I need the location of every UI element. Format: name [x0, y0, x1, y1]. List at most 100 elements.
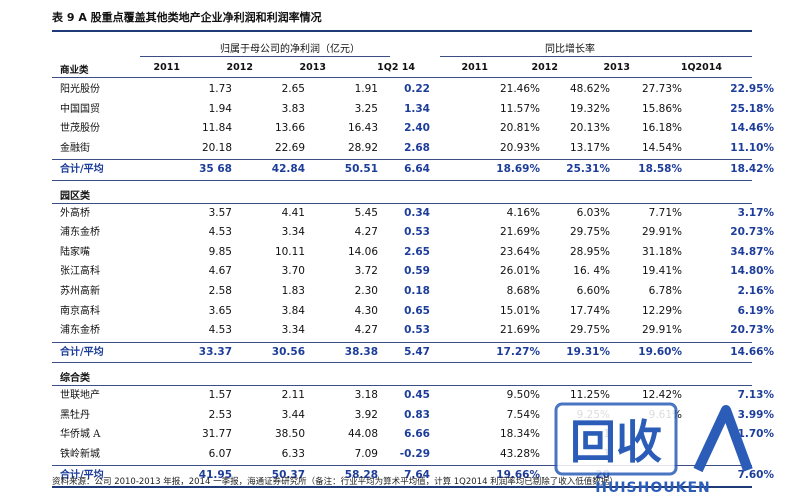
table-cell: 3.99% [737, 408, 774, 421]
table-cell: 15.01% [499, 304, 540, 317]
total-label: 合计/平均 [60, 470, 104, 482]
table-cell: 7.71% [648, 206, 682, 219]
column-header-1q2014-growth: 1Q2014 [680, 62, 722, 73]
table-cell: 9.50% [506, 389, 540, 401]
table-cell: 19.31% [566, 345, 610, 358]
table-row: 苏州高新 2.58 1.83 2.30 0.18 8.68% 6.60% 6.78% 2.16% [52, 282, 774, 301]
table-cell: 18.69% [496, 163, 540, 176]
table-cell: 6.33 [281, 447, 305, 460]
table-cell: 0.53 [404, 324, 430, 337]
table-cell: 35 68 [199, 163, 232, 176]
table-cell: 43.28% [499, 447, 540, 460]
company-name: 浦东金桥 [60, 227, 100, 239]
table-cell: 22.69 [274, 141, 305, 154]
table-row: 世茂股份 11.84 13.66 16.43 2.40 20.81% 20.13% 16.18… [52, 119, 774, 138]
table-cell: 48.62% [569, 83, 610, 95]
table-cell: 2.58 [208, 285, 232, 297]
company-name: 张江高科 [60, 266, 100, 278]
table-cell: 3.92 [354, 408, 378, 421]
header-rule [52, 77, 752, 78]
table-cell: 3.34 [281, 324, 305, 337]
table-cell: 7.60% [737, 469, 774, 482]
table-cell: 20.93% [499, 141, 540, 154]
table-cell: 7.64 [404, 469, 430, 482]
table-cell: 6.60% [576, 285, 610, 297]
table-cell: 26.01% [499, 265, 540, 278]
company-name: 阳光股份 [60, 84, 100, 95]
table-cell: 2.40 [404, 122, 430, 135]
table-cell: 29.91% [641, 324, 682, 337]
table-row: 陆家嘴 9.85 10.11 14.06 2.65 23.64% 28.95% 31.18% 3… [52, 243, 774, 262]
group-header-growth: 同比增长率 [545, 44, 595, 55]
table-cell: 11.84 [201, 122, 232, 135]
table-cell: 1.91 [354, 83, 378, 95]
table-cell: 41.95 [198, 469, 232, 482]
company-name: 苏州高新 [60, 286, 100, 297]
total-row: 合计/平均 35 68 42.84 50.51 6.64 18.69% 25.31% 18.5… [52, 160, 774, 179]
column-header-2012-growth: 2012 [531, 62, 558, 73]
table-cell: 19.66% [496, 469, 540, 482]
company-name: 华侨城 A [60, 429, 101, 441]
watermark-badge [554, 402, 678, 476]
company-name: 世茂股份 [60, 123, 100, 135]
table-cell: 2.68 [404, 141, 430, 154]
table-row: 阳光股份 1.73 2.65 1.91 0.22 21.46% 48.62% 27.73% 22… [52, 80, 774, 99]
table-cell: 6.64 [404, 163, 430, 176]
table-cell: 4.67 [208, 265, 232, 278]
table-cell: 19.32% [569, 102, 610, 115]
table-cell: 1.57 [208, 389, 232, 401]
table-cell: 23.64% [499, 245, 540, 258]
table-cell: 1.34 [404, 102, 430, 115]
table-cell: 25.31% [566, 163, 610, 176]
company-name: 陆家嘴 [60, 246, 90, 258]
watermark-arrow-icon [693, 405, 753, 473]
table-cell: 3.70 [281, 265, 305, 278]
table-cell: 19.41% [641, 265, 682, 278]
table-cell: 58.28 [344, 469, 378, 482]
source-note: 资料来源：公司 2010-2013 年报，2014 一季报，海通证券研究所（备注… [52, 477, 618, 487]
table-cell: 3.84 [281, 304, 305, 317]
table-cell: 2.53 [208, 408, 232, 421]
company-name: 黑牡丹 [60, 409, 90, 421]
company-name: 外高桥 [60, 207, 90, 219]
group-underline-profit [140, 56, 390, 57]
table-cell: 0.18 [404, 285, 430, 297]
table-cell: 33.37 [198, 345, 232, 358]
column-header-2012-profit: 2012 [226, 62, 253, 73]
table-cell: 18.34% [499, 428, 540, 441]
table-cell: 20.18 [201, 141, 232, 154]
table-cell: 3.25 [354, 102, 378, 115]
table-cell: 16. 4% [573, 265, 610, 278]
table-cell: 3.17% [737, 206, 774, 219]
table-cell: 6.19% [737, 304, 774, 317]
table-cell: 2.16% [737, 285, 774, 297]
section-rule [52, 385, 752, 386]
column-header-2011-profit: 2011 [153, 62, 180, 73]
table-cell: 20.73% [730, 226, 774, 239]
table-cell: 0.34 [404, 206, 430, 219]
table-cell: 21.69% [499, 324, 540, 337]
table-cell: 18.42% [730, 163, 774, 176]
table-cell: 4.27 [354, 324, 378, 337]
table-cell: -0.29 [399, 447, 430, 460]
total-rule [52, 341, 752, 343]
table-cell: 20.13% [569, 122, 610, 135]
table-cell: 0.65 [404, 304, 430, 317]
table-cell: 25.18% [730, 102, 774, 115]
table-cell: 3.83 [281, 102, 305, 115]
table-cell: 0.83 [404, 408, 430, 421]
table-cell: 16.18% [641, 122, 682, 135]
table-cell: 4.53 [208, 226, 232, 239]
table-cell: 13.66 [274, 122, 305, 135]
table-cell: 2.65 [281, 83, 305, 95]
table-cell: 4.16% [506, 206, 540, 219]
table-cell: 15.86% [641, 102, 682, 115]
column-header-2013-profit: 2013 [299, 62, 326, 73]
table-cell: 31.18% [641, 245, 682, 258]
table-cell: 2.11 [281, 389, 305, 401]
table-row: 南京高科 3.65 3.84 4.30 0.65 15.01% 17.74% 12.29% 6.… [52, 302, 774, 321]
table-cell: 12.42% [641, 389, 682, 401]
table-row: 金融街 20.18 22.69 28.92 2.68 20.93% 13.17% 14.54%… [52, 139, 774, 158]
table-cell: 7.13% [737, 389, 774, 401]
